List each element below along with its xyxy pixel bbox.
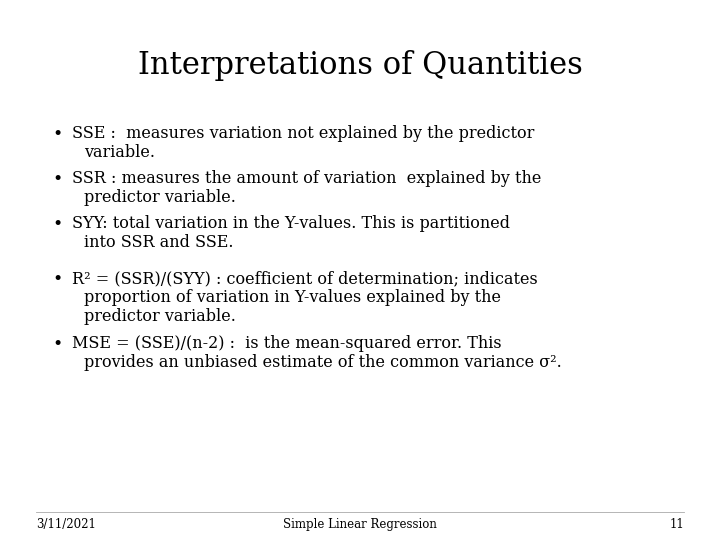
Text: •: • — [52, 271, 62, 288]
Text: predictor variable.: predictor variable. — [84, 308, 236, 325]
Text: R² = (SSR)/(SYY) : coefficient of determination; indicates: R² = (SSR)/(SYY) : coefficient of determ… — [72, 270, 538, 287]
Text: 11: 11 — [670, 518, 684, 531]
Text: SSE :  measures variation not explained by the predictor: SSE : measures variation not explained b… — [72, 125, 534, 142]
Text: proportion of variation in Y-values explained by the: proportion of variation in Y-values expl… — [84, 289, 501, 306]
Text: variable.: variable. — [84, 144, 155, 161]
Text: •: • — [52, 216, 62, 233]
Text: predictor variable.: predictor variable. — [84, 189, 236, 206]
Text: provides an unbiased estimate of the common variance σ².: provides an unbiased estimate of the com… — [84, 354, 562, 371]
Text: SYY: total variation in the Y-values. This is partitioned: SYY: total variation in the Y-values. Th… — [72, 215, 510, 232]
Text: •: • — [52, 126, 62, 143]
Text: •: • — [52, 336, 62, 353]
Text: Interpretations of Quantities: Interpretations of Quantities — [138, 50, 582, 81]
Text: MSE = (SSE)/(n-2) :  is the mean-squared error. This: MSE = (SSE)/(n-2) : is the mean-squared … — [72, 335, 502, 352]
Text: •: • — [52, 171, 62, 188]
Text: Simple Linear Regression: Simple Linear Regression — [283, 518, 437, 531]
Text: 3/11/2021: 3/11/2021 — [36, 518, 96, 531]
Text: SSR : measures the amount of variation  explained by the: SSR : measures the amount of variation e… — [72, 170, 541, 187]
Text: into SSR and SSE.: into SSR and SSE. — [84, 234, 233, 251]
